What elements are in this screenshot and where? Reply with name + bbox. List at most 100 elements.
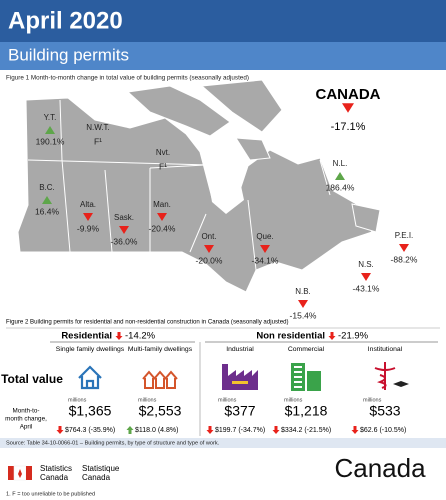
region-value: -88.2% xyxy=(391,254,418,264)
down-arrow xyxy=(328,332,336,340)
region-value: -9.9% xyxy=(77,223,100,233)
row-label: month change, xyxy=(5,416,47,423)
total-value: $377 xyxy=(224,403,255,419)
region-label: Nvt. xyxy=(156,148,170,157)
change-value: $764.3 (-35.9%) xyxy=(65,427,115,434)
up-arrow xyxy=(126,426,134,434)
column-name: Multi-family dwellings xyxy=(128,346,193,353)
canada-value: -17.1% xyxy=(331,121,366,133)
total-value: $1,218 xyxy=(285,403,328,419)
down-triangle xyxy=(83,213,93,221)
region-label: Man. xyxy=(153,200,171,209)
window xyxy=(294,376,302,378)
mainland xyxy=(17,97,373,293)
agency-en: Canada xyxy=(40,473,69,482)
total-value: $1,365 xyxy=(69,403,112,419)
region-label: Sask. xyxy=(114,213,134,222)
window xyxy=(294,371,302,373)
unit: millions xyxy=(218,397,237,403)
grad-cap-icon xyxy=(393,381,409,387)
agency-fr: Canada xyxy=(82,473,111,482)
agency-fr: Statistique xyxy=(82,464,120,473)
row-label: Total value xyxy=(1,372,63,386)
column-name: Single family dwellings xyxy=(56,346,125,353)
region-label: Alta. xyxy=(80,200,96,209)
up-triangle xyxy=(45,126,55,134)
figure-caption: Figure 2 Building permits for residentia… xyxy=(6,319,289,326)
agency-en: Statistics xyxy=(40,464,72,473)
down-triangle xyxy=(157,213,167,221)
down-triangle xyxy=(260,245,270,253)
change-value: $334.2 (-21.5%) xyxy=(281,427,331,434)
unit: millions xyxy=(363,397,382,403)
region-value: F¹ xyxy=(159,161,167,171)
arctic-islands xyxy=(126,79,283,161)
region-value: F¹ xyxy=(94,136,102,146)
title: April 2020 xyxy=(8,7,123,34)
canada-label: CANADA xyxy=(316,86,381,103)
building-icon xyxy=(307,371,321,391)
unit: millions xyxy=(138,397,157,403)
down-arrow xyxy=(272,426,280,434)
down-triangle xyxy=(119,226,129,234)
newfoundland xyxy=(351,203,381,233)
group-label: Non residential xyxy=(256,331,325,342)
source-bar xyxy=(0,438,446,448)
region-value: 186.4% xyxy=(326,182,355,192)
hudson-bay xyxy=(206,162,244,214)
unit: millions xyxy=(284,397,303,403)
region-label: N.B. xyxy=(295,287,311,296)
source: Source: Table 34-10-0066-01 – Building p… xyxy=(6,440,220,446)
total-value: $533 xyxy=(369,403,400,419)
change-value: $118.0 (4.8%) xyxy=(135,427,178,434)
up-triangle xyxy=(42,196,52,204)
unit: millions xyxy=(68,397,87,403)
total-value: $2,553 xyxy=(139,403,182,419)
column-name: Commercial xyxy=(288,346,325,353)
figure-caption: Figure 1 Month-to-month change in total … xyxy=(6,75,249,82)
subtitle: Building permits xyxy=(8,45,129,64)
region-value: -15.4% xyxy=(290,310,317,320)
house-icon xyxy=(153,370,167,389)
factory-windows xyxy=(232,381,248,384)
down-triangle xyxy=(399,244,409,252)
region-value: -36.0% xyxy=(111,236,138,246)
row-label: Month-to- xyxy=(13,408,40,415)
down-triangle xyxy=(204,245,214,253)
group-value: -21.9% xyxy=(338,331,369,342)
region-label: N.L. xyxy=(333,159,348,168)
factory-icon xyxy=(222,364,258,390)
region-label: B.C. xyxy=(39,183,55,192)
down-triangle xyxy=(361,273,371,281)
down-arrow xyxy=(115,332,123,340)
house-icon xyxy=(164,370,178,389)
region-value: -43.1% xyxy=(353,283,380,293)
region-value: -20.0% xyxy=(196,255,223,265)
region-value: 16.4% xyxy=(35,206,60,216)
down-triangle xyxy=(298,300,308,308)
up-triangle xyxy=(335,172,345,180)
footnote: 1. F = too unreliable to be published xyxy=(6,491,95,497)
window xyxy=(294,366,302,368)
house-icon xyxy=(142,370,156,389)
region-label: N.W.T. xyxy=(86,123,110,132)
region-label: Ont. xyxy=(201,232,216,241)
flag xyxy=(8,465,32,481)
window xyxy=(294,386,302,388)
house-icon xyxy=(78,365,102,390)
region-label: P.E.I. xyxy=(395,231,414,240)
map xyxy=(17,79,381,293)
window xyxy=(294,381,302,383)
group-value: -14.2% xyxy=(125,331,156,342)
down-arrow xyxy=(206,426,214,434)
header-band xyxy=(0,0,446,42)
region-value: 190.1% xyxy=(36,136,65,146)
region-label: Y.T. xyxy=(44,113,57,122)
change-value: $199.7 (-34.7%) xyxy=(215,427,265,434)
change-value: $62.6 (-10.5%) xyxy=(360,427,406,434)
down-triangle xyxy=(342,103,354,113)
column-name: Institutional xyxy=(368,346,403,353)
down-arrow xyxy=(351,426,359,434)
region-value: -34.1% xyxy=(252,255,279,265)
